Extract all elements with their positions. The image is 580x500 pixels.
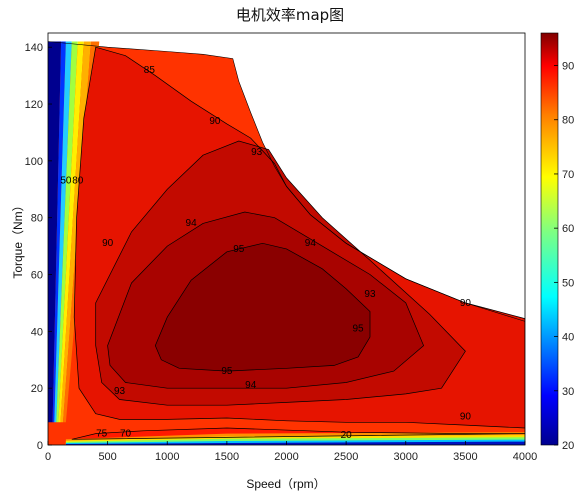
x-tick-label: 3500 — [453, 451, 477, 463]
y-tick-label: 120 — [25, 99, 43, 111]
x-tick-label: 2000 — [274, 451, 298, 463]
y-axis-ticks: 0 20 40 60 80 100 120 140 — [25, 42, 52, 452]
contour-lines — [48, 41, 525, 440]
contour-label-90: 90 — [102, 238, 114, 249]
contour-85 — [71, 427, 525, 440]
colorbar-tick-label: 70 — [562, 169, 574, 181]
contour-label-93: 93 — [251, 147, 263, 158]
contour-label-85: 85 — [144, 65, 156, 76]
contour-label-93: 93 — [114, 386, 126, 397]
contour-label-90: 90 — [460, 411, 472, 422]
contour-label-90: 90 — [209, 116, 221, 127]
low-torque-band — [65, 441, 525, 445]
x-axis-label: Speed（rpm） — [246, 477, 325, 491]
chart-title: 电机效率map图 — [236, 6, 344, 24]
colorbar-tick-label: 20 — [562, 440, 574, 452]
low-efficiency-band — [56, 41, 78, 423]
contour-label-95: 95 — [221, 366, 233, 377]
contour-label-75: 75 — [96, 428, 108, 439]
y-axis-label: Torque（Nm） — [11, 199, 25, 278]
contour-label-90: 90 — [460, 298, 472, 309]
y-tick-label: 20 — [31, 383, 43, 395]
contour-94 — [107, 211, 425, 389]
low-efficiency-band — [58, 41, 84, 423]
x-axis-ticks: 0 500 1000 1500 2000 2500 3000 3500 4000 — [45, 441, 537, 463]
contour-label-93: 93 — [364, 289, 376, 300]
colorbar-tick-label: 60 — [562, 223, 574, 235]
y-tick-label: 0 — [37, 440, 43, 452]
y-tick-label: 60 — [31, 270, 43, 282]
contour-93 — [95, 140, 466, 406]
contour-label-95: 95 — [233, 244, 245, 255]
contour-95 — [154, 242, 371, 372]
contour-label-70: 70 — [120, 428, 132, 439]
colorbar-tick-label: 40 — [562, 332, 574, 344]
contour-label-20: 20 — [341, 430, 353, 441]
x-tick-label: 500 — [98, 451, 116, 463]
x-tick-label: 0 — [45, 451, 51, 463]
y-tick-label: 100 — [25, 156, 43, 168]
contour-label-80: 80 — [72, 176, 84, 187]
contour-label-94: 94 — [245, 380, 257, 391]
colorbar-ticks: 20 30 40 50 60 70 80 90 — [554, 61, 574, 452]
low-efficiency-bands — [65, 432, 525, 445]
efficiency-region-95 — [155, 243, 370, 372]
colorbar — [540, 32, 559, 446]
colorbar-tick-label: 80 — [562, 115, 574, 127]
colorbar-tick-label: 30 — [562, 386, 574, 398]
x-tick-label: 1500 — [215, 451, 239, 463]
colorbar-tick-label: 90 — [562, 61, 574, 73]
contour-label-94: 94 — [305, 238, 317, 249]
colorbar-tick-label: 50 — [562, 277, 574, 289]
contour-label-94: 94 — [186, 218, 198, 229]
y-tick-label: 140 — [25, 42, 43, 54]
y-tick-label: 80 — [31, 213, 43, 225]
x-tick-label: 4000 — [513, 451, 537, 463]
plot-content — [48, 41, 525, 445]
x-tick-label: 1000 — [155, 451, 179, 463]
x-tick-label: 2500 — [334, 451, 358, 463]
contour-label-50: 50 — [60, 176, 72, 187]
low-efficiency-band — [54, 41, 72, 423]
contour-90 — [73, 46, 525, 429]
y-tick-label: 40 — [31, 326, 43, 338]
low-efficiency-band — [52, 41, 66, 423]
x-tick-label: 3000 — [394, 451, 418, 463]
contour-label-95: 95 — [352, 323, 364, 334]
low-efficiency-band — [48, 41, 62, 423]
